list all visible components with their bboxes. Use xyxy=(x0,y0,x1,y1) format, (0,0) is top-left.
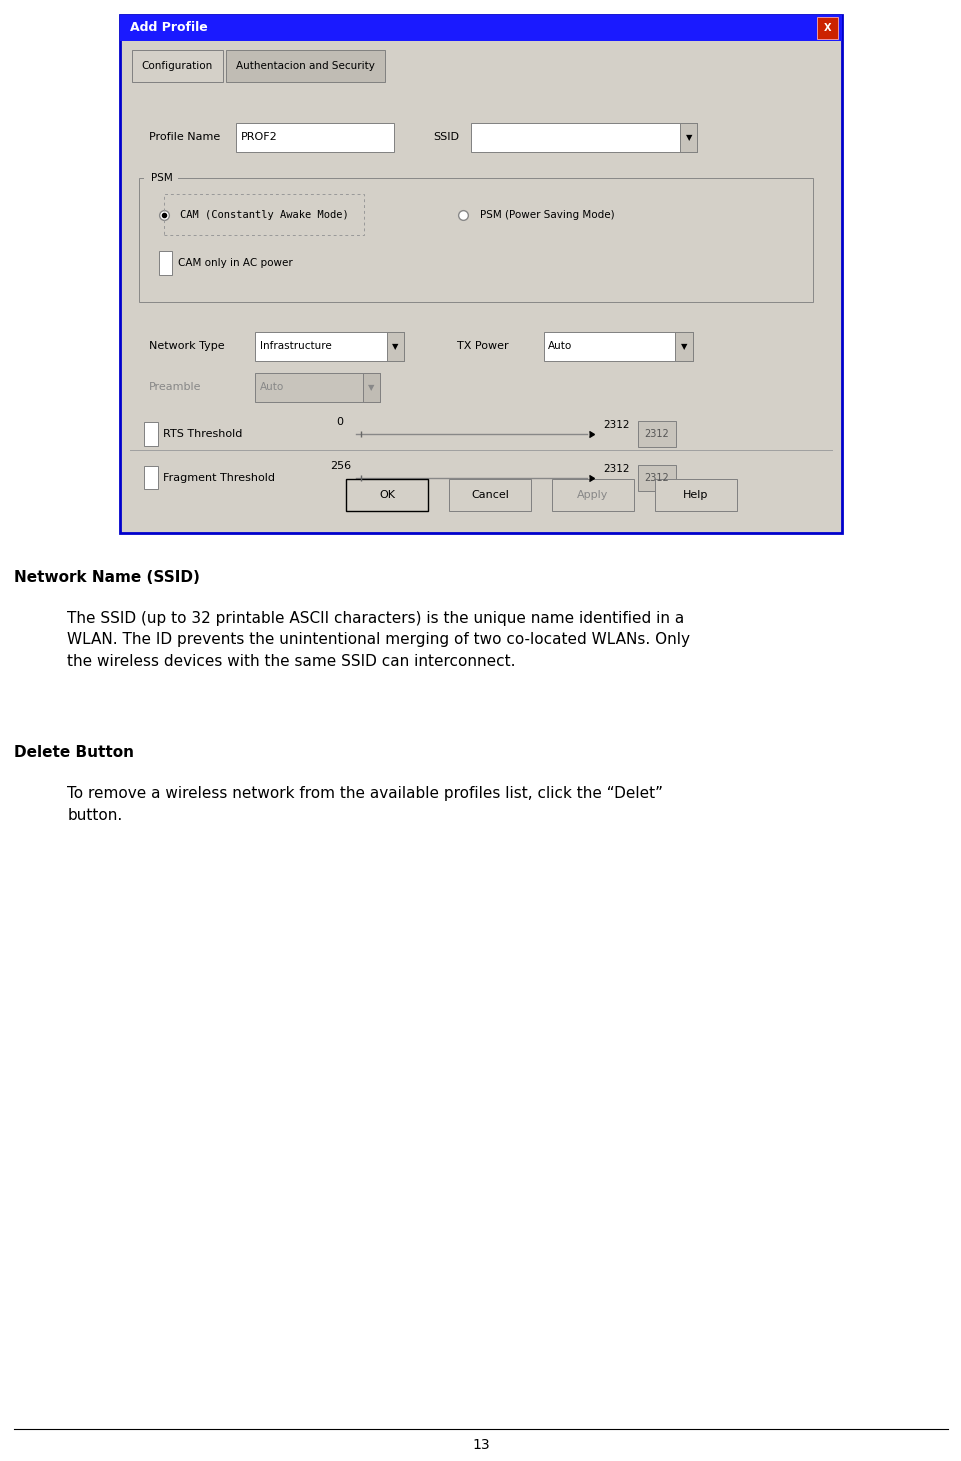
Bar xyxy=(255,373,380,402)
Bar xyxy=(346,479,428,511)
Text: Infrastructure: Infrastructure xyxy=(259,342,332,351)
Text: PSM (Power Saving Mode): PSM (Power Saving Mode) xyxy=(480,210,614,219)
Text: Fragment Threshold: Fragment Threshold xyxy=(162,473,274,482)
Text: Delete Button: Delete Button xyxy=(14,745,135,760)
Text: Help: Help xyxy=(682,491,708,500)
Text: ▼: ▼ xyxy=(685,133,691,142)
Text: Network Type: Network Type xyxy=(149,342,225,351)
Text: CAM only in AC power: CAM only in AC power xyxy=(178,259,292,267)
Bar xyxy=(255,332,404,361)
Text: To remove a wireless network from the available profiles list, click the “Delet”: To remove a wireless network from the av… xyxy=(67,786,663,823)
Text: 256: 256 xyxy=(330,462,351,470)
Bar xyxy=(543,332,692,361)
Text: Preamble: Preamble xyxy=(149,383,202,392)
Text: ▼: ▼ xyxy=(368,383,374,392)
Text: Auto: Auto xyxy=(259,383,283,392)
Text: 2312: 2312 xyxy=(603,421,629,430)
Bar xyxy=(552,479,633,511)
Text: PROF2: PROF2 xyxy=(240,133,277,142)
Bar xyxy=(386,332,404,361)
Text: RTS Threshold: RTS Threshold xyxy=(162,430,242,438)
Text: 0: 0 xyxy=(336,418,343,427)
Text: ▼: ▼ xyxy=(392,342,398,351)
Text: Authentacion and Security: Authentacion and Security xyxy=(235,61,375,70)
Text: Configuration: Configuration xyxy=(141,61,213,70)
Bar xyxy=(235,123,394,152)
Bar xyxy=(449,479,530,511)
Text: 2312: 2312 xyxy=(644,430,669,438)
Text: 13: 13 xyxy=(472,1438,489,1452)
Text: Network Name (SSID): Network Name (SSID) xyxy=(14,570,200,584)
Bar xyxy=(132,50,223,82)
Bar xyxy=(144,422,158,446)
Bar xyxy=(139,178,812,302)
Text: Add Profile: Add Profile xyxy=(130,22,208,34)
Text: Apply: Apply xyxy=(577,491,608,500)
Text: TX Power: TX Power xyxy=(456,342,508,351)
Bar xyxy=(226,50,384,82)
Bar xyxy=(144,169,178,187)
Bar xyxy=(654,479,736,511)
Bar xyxy=(679,123,697,152)
Bar xyxy=(471,123,697,152)
Text: 2312: 2312 xyxy=(603,465,629,473)
Text: CAM (Constantly Awake Mode): CAM (Constantly Awake Mode) xyxy=(180,210,348,219)
Text: PSM: PSM xyxy=(151,174,173,183)
Text: Auto: Auto xyxy=(548,342,572,351)
Text: OK: OK xyxy=(379,491,395,500)
Text: ▼: ▼ xyxy=(680,342,686,351)
Bar xyxy=(362,373,380,402)
Bar xyxy=(120,15,841,533)
Bar xyxy=(637,465,676,491)
Bar xyxy=(816,16,837,39)
Text: Profile Name: Profile Name xyxy=(149,133,220,142)
Bar xyxy=(120,15,841,41)
Text: SSID: SSID xyxy=(432,133,458,142)
Text: 2312: 2312 xyxy=(644,473,669,482)
Bar xyxy=(675,332,692,361)
Text: Cancel: Cancel xyxy=(471,491,508,500)
Bar xyxy=(144,466,158,489)
Bar xyxy=(159,251,172,275)
Bar xyxy=(637,421,676,447)
Text: X: X xyxy=(823,23,830,32)
Text: The SSID (up to 32 printable ASCII characters) is the unique name identified in : The SSID (up to 32 printable ASCII chara… xyxy=(67,611,690,669)
